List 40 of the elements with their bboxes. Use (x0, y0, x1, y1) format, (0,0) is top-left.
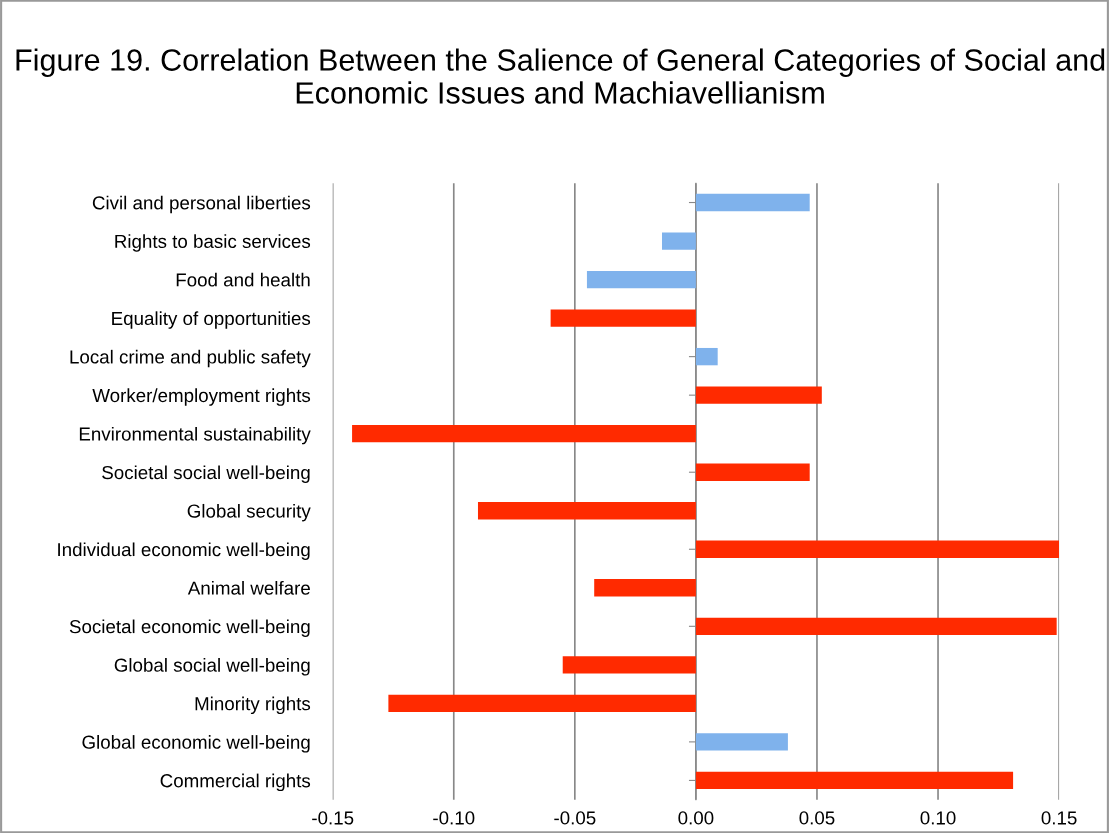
y-tick-label: Rights to basic services (115, 234, 311, 252)
y-tick-label: Global economic well-being (82, 735, 310, 753)
x-tick-label: -0.15 (312, 811, 354, 825)
y-tick-label: Global security (187, 503, 311, 522)
y-tick-label: Societal economic well-being (69, 619, 310, 637)
bar (388, 694, 696, 713)
y-tick-label: Animal welfare (187, 580, 310, 595)
bar (562, 656, 696, 674)
y-tick-label: Worker/employment rights (92, 388, 311, 406)
y-tick-label: Equality of opportunities (112, 311, 311, 329)
bar (662, 232, 696, 250)
y-tick-label: Commercial rights (160, 773, 311, 792)
x-tick-label: -0.05 (554, 811, 596, 825)
y-tick-label: Minority rights (195, 696, 311, 715)
bar (695, 386, 822, 404)
bar (586, 270, 696, 289)
bar (695, 347, 718, 366)
bar (695, 463, 810, 481)
chart-title: Figure 19. Correlation Between the Salience of General Categories of Social and Economic Issues and Machiavellianism (16, 48, 1105, 104)
bar (550, 309, 696, 327)
x-tick-label: 0.00 (678, 811, 714, 825)
x-tick-label: 0.10 (920, 811, 956, 825)
y-tick-label: Food and health (176, 272, 310, 287)
bar (695, 540, 1060, 558)
y-tick-label: Societal social well-being (102, 465, 310, 483)
bar (594, 579, 696, 597)
bar (695, 617, 1057, 635)
bar (695, 771, 1014, 790)
x-tick-label: 0.15 (1041, 811, 1077, 825)
y-tick-label: Individual economic well-being (58, 542, 310, 560)
y-tick-label: Civil and personal liberties (92, 195, 311, 214)
bar (695, 193, 810, 212)
bar (477, 502, 696, 520)
bar (352, 425, 696, 443)
y-tick-label: Environmental sustainability (79, 426, 311, 445)
y-tick-label: Global social well-being (114, 658, 310, 676)
bar (695, 733, 788, 751)
x-tick-label: 0.05 (799, 811, 835, 825)
x-tick-label: -0.10 (433, 811, 475, 825)
y-tick-label: Local crime and public safety (70, 349, 311, 368)
